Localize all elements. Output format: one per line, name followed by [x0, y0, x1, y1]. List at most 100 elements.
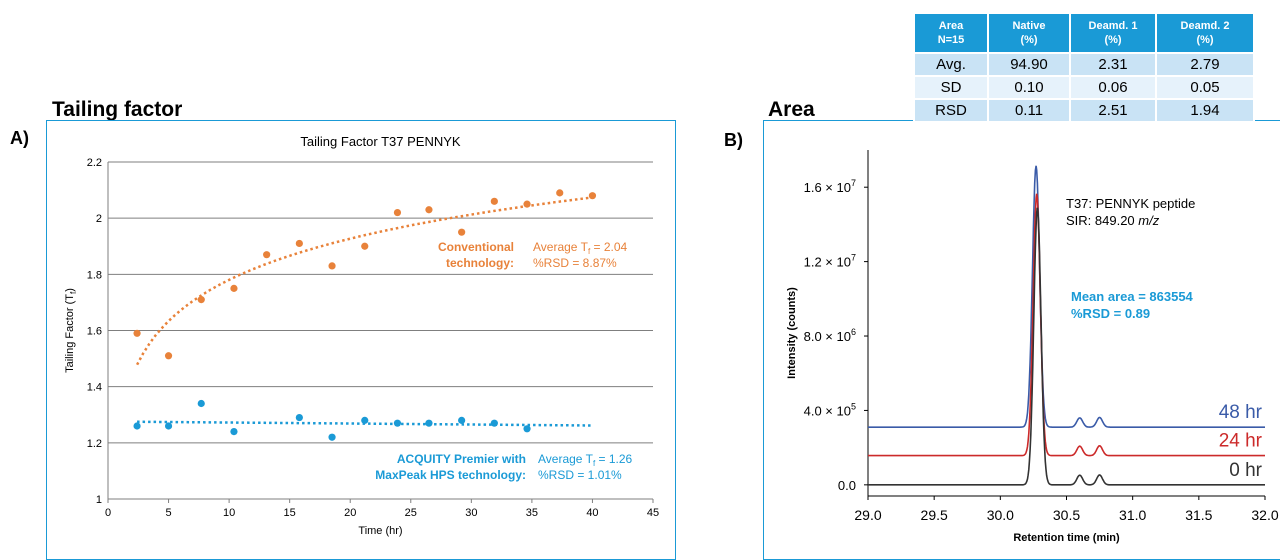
table-cell: 1.94: [1155, 98, 1255, 123]
conventional-data-point: [328, 262, 336, 270]
chromatogram-trace-0-hr: [868, 207, 1265, 486]
conventional-data-point: [523, 200, 531, 208]
trace-label: 0 hr: [1229, 460, 1262, 481]
conventional-data-point: [164, 352, 173, 360]
table-row: RSD 0.11 2.51 1.94: [913, 98, 1255, 123]
table-cell: 2.51: [1069, 98, 1157, 123]
y-tick-label: 0.0: [838, 478, 856, 493]
y-tick-label: 2: [96, 213, 102, 225]
table-cell: 2.31: [1069, 52, 1157, 77]
table-cell: RSD: [913, 98, 989, 123]
table-cell: 0.10: [987, 75, 1071, 100]
conventional-data-point: [197, 296, 205, 304]
y-axis-label: Tailing Factor (Tf): [64, 288, 78, 373]
premier-data-point: [425, 419, 433, 427]
y-tick-label: 1.6 × 107: [804, 178, 856, 195]
table-row: SD 0.10 0.06 0.05: [913, 75, 1255, 100]
x-tick-label: 40: [586, 507, 598, 519]
x-tick-label: 35: [526, 507, 538, 519]
y-tick-label: 1.4: [87, 382, 102, 394]
premier-data-point: [458, 416, 466, 424]
premier-data-point: [230, 428, 238, 436]
sir-annotation: SIR: 849.20 m/z: [1066, 213, 1160, 228]
premier-label: MaxPeak HPS technology:: [375, 468, 526, 482]
conventional-data-point: [361, 242, 369, 250]
conventional-data-point: [230, 284, 238, 292]
x-tick-label: 30.0: [987, 507, 1014, 523]
x-tick-label: 30.5: [1053, 507, 1080, 523]
premier-data-point: [328, 433, 336, 441]
x-tick-label: 20: [344, 507, 356, 519]
y-tick-label: 8.0 × 106: [804, 327, 856, 344]
left-section-title: Tailing factor: [52, 98, 183, 121]
chart-title: Tailing Factor T37 PENNYK: [300, 134, 460, 149]
conventional-data-point: [393, 208, 402, 217]
panel-a-letter: A): [10, 128, 29, 148]
conventional-data-point: [263, 251, 271, 259]
x-tick-label: 31.0: [1119, 507, 1146, 523]
conventional-average: Average Tf = 2.04: [533, 240, 628, 256]
table-header-cell: Deamd. 1 (%): [1069, 12, 1157, 54]
conventional-data-point: [556, 189, 564, 197]
conventional-rsd: %RSD = 8.87%: [533, 256, 617, 270]
y-tick-label: 1.2 × 107: [804, 253, 856, 270]
conventional-label: technology:: [446, 256, 514, 270]
tailing-factor-chart: 1 1.2 1.4 1.6 1.8 2 2.2 0 5 10 15 20 25 30 35 40 45 Taili…: [64, 134, 659, 537]
conventional-data-point: [133, 329, 141, 337]
premier-data-point: [197, 399, 205, 408]
premier-data-point: [133, 422, 141, 430]
chromatogram-trace-24-hr: [868, 193, 1265, 457]
peptide-annotation: T37: PENNYK peptide: [1066, 196, 1195, 211]
x-tick-label: 45: [647, 507, 659, 519]
conventional-trendline: [135, 196, 592, 366]
x-tick-label: 30: [465, 507, 477, 519]
x-tick-label: 25: [405, 507, 417, 519]
mean-rsd-annotation: %RSD = 0.89: [1071, 306, 1150, 321]
trace-label: 48 hr: [1219, 402, 1263, 423]
premier-data-point: [490, 419, 498, 427]
table-cell: 0.11: [987, 98, 1071, 123]
conventional-data-point: [425, 206, 433, 214]
y-tick-label: 1: [96, 494, 102, 506]
table-header-cell: Native (%): [987, 12, 1071, 54]
x-tick-label: 29.5: [921, 507, 948, 523]
table-cell: 2.79: [1155, 52, 1255, 77]
panel-b-letter: B): [724, 130, 743, 150]
y-tick-label: 2.2: [87, 157, 102, 169]
table-cell: Avg.: [913, 52, 989, 77]
trace-label: 24 hr: [1219, 431, 1263, 452]
conventional-data-point: [458, 228, 466, 236]
y-tick-label: 1.6: [87, 326, 102, 338]
conventional-data-point: [490, 197, 498, 205]
x-axis-label: Retention time (min): [1013, 532, 1120, 544]
table-header-row: Area N=15 Native (%) Deamd. 1 (%) Deamd. 2(…: [913, 12, 1255, 54]
x-tick-label: 10: [223, 507, 235, 519]
table-cell: 0.06: [1069, 75, 1157, 100]
chromatogram-trace-48-hr: [868, 165, 1265, 428]
area-statistics-table: Area N=15 Native (%) Deamd. 1 (%) Deamd. 2(…: [913, 12, 1255, 123]
y-axis-label: Intensity (counts): [786, 287, 798, 379]
premier-data-point: [523, 425, 531, 433]
table-row: Avg. 94.90 2.31 2.79: [913, 52, 1255, 77]
premier-average: Average Tf = 1.26: [538, 452, 633, 468]
table-header-cell: Area N=15: [913, 12, 989, 54]
table-cell: 94.90: [987, 52, 1071, 77]
x-tick-label: 29.0: [854, 507, 881, 523]
mean-area-annotation: Mean area = 863554: [1071, 289, 1194, 304]
premier-data-point: [295, 413, 303, 422]
conventional-data-point: [295, 239, 303, 248]
premier-label: ACQUITY Premier with: [397, 452, 526, 466]
premier-data-point: [164, 422, 173, 430]
x-tick-label: 5: [165, 507, 171, 519]
table-cell: 0.05: [1155, 75, 1255, 100]
table-header-cell: Deamd. 2 (%): [1155, 12, 1255, 54]
y-tick-label: 1.8: [87, 269, 102, 281]
table-cell: SD: [913, 75, 989, 100]
conventional-label: Conventional: [438, 240, 514, 254]
premier-rsd: %RSD = 1.01%: [538, 468, 622, 482]
x-axis-label: Time (hr): [358, 525, 402, 537]
premier-data-point: [361, 416, 369, 424]
y-tick-label: 4.0 × 105: [804, 401, 856, 418]
x-tick-label: 32.0: [1251, 507, 1278, 523]
